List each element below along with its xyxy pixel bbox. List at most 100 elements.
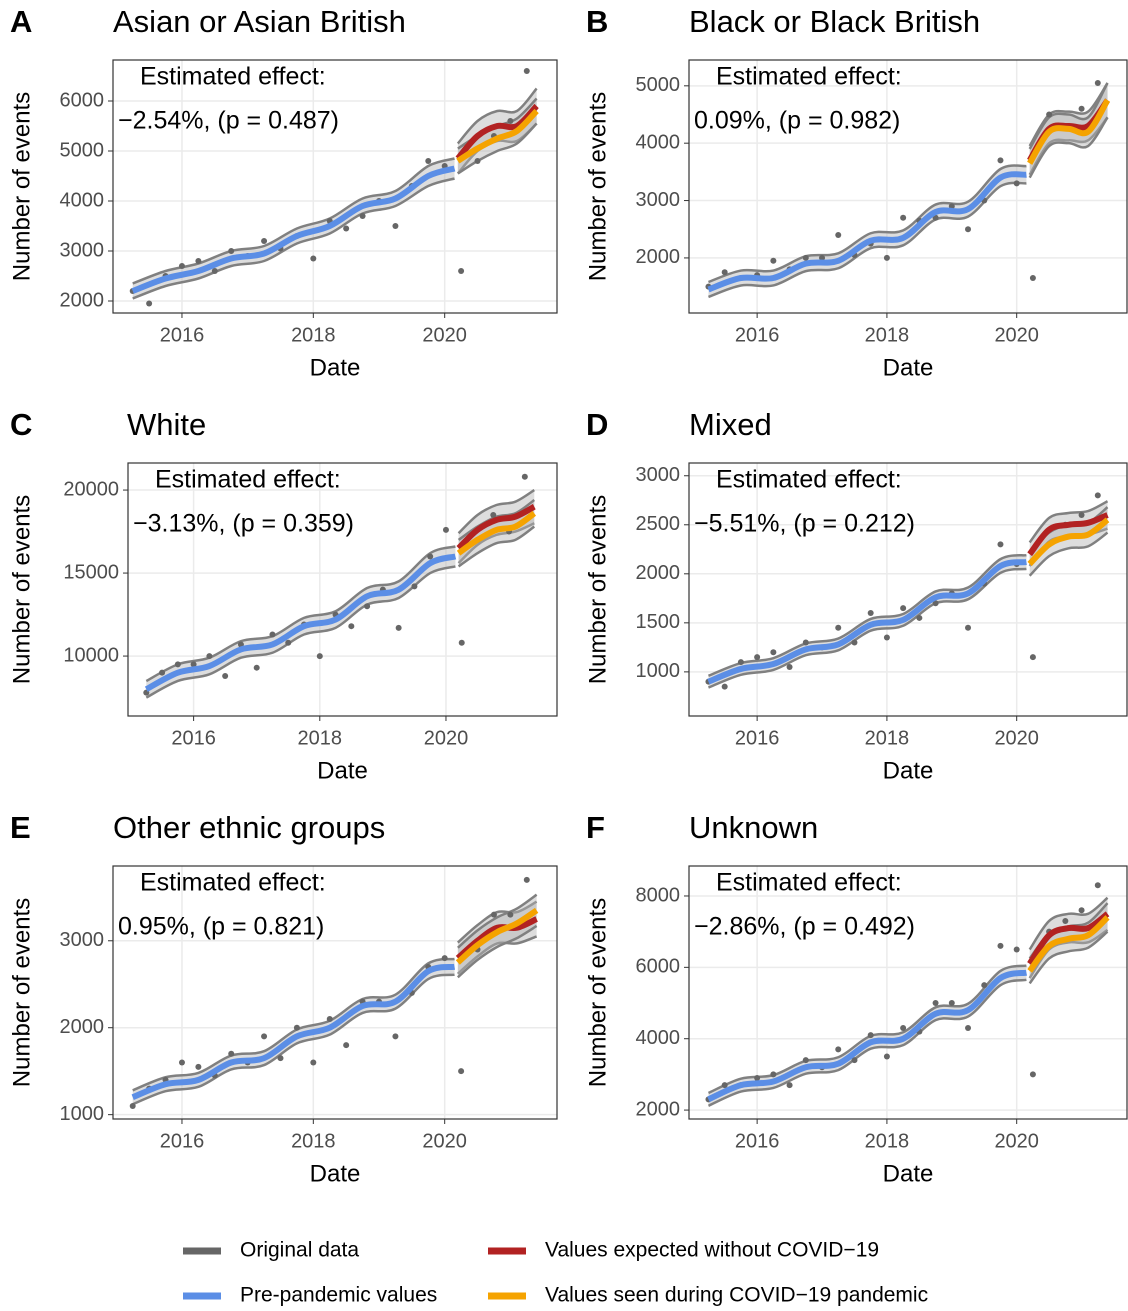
data-point [1062, 917, 1069, 924]
y-tick-label: 2000 [636, 562, 681, 584]
band-upper-line [708, 553, 1027, 677]
x-tick-label: 2020 [422, 1130, 467, 1152]
data-point [310, 1059, 317, 1066]
annotation: −5.51%, (p = 0.212) [694, 510, 915, 538]
y-axis-title: Number of events [8, 898, 35, 1087]
plot-area [129, 876, 539, 1109]
confidence-band [457, 894, 537, 978]
data-point [1094, 492, 1101, 499]
plot-background [113, 866, 557, 1119]
annotation: Estimated effect: [716, 63, 902, 91]
band-upper-line [1028, 896, 1109, 951]
data-point [965, 1025, 972, 1032]
plot-background [128, 463, 557, 716]
annotation: 0.09%, (p = 0.982) [694, 107, 900, 135]
y-tick-label: 3000 [636, 464, 681, 486]
y-tick-label: 3000 [636, 189, 681, 211]
data-point [997, 541, 1004, 548]
y-tick-label: 10000 [63, 644, 119, 666]
data-point [1046, 111, 1053, 118]
y-tick-label: 1000 [60, 1103, 105, 1125]
data-point [523, 876, 530, 883]
x-axis-title: Date [310, 1160, 361, 1187]
y-tick-label: 15000 [63, 561, 119, 583]
x-tick-label: 2020 [994, 727, 1039, 749]
data-point [211, 268, 218, 274]
data-point [521, 473, 528, 480]
data-point [343, 1042, 350, 1049]
data-point [867, 1032, 874, 1039]
y-tick-label: 6000 [636, 956, 681, 978]
x-tick-label: 2016 [160, 1130, 205, 1152]
panel-title: Unknown [689, 810, 818, 845]
y-tick-label: 3000 [60, 239, 105, 261]
fitted-line [1027, 911, 1110, 966]
band-lower-line [457, 525, 536, 568]
panel-title: Asian or Asian British [113, 4, 406, 39]
y-tick-label: 2000 [60, 289, 105, 311]
data-point [1013, 946, 1020, 953]
plot-border [127, 462, 558, 717]
data-point [900, 214, 907, 221]
data-point [932, 1000, 939, 1007]
plot-border [112, 59, 558, 314]
legend-label: Original data [240, 1239, 359, 1262]
y-axis-title: Number of events [584, 898, 611, 1087]
data-point [364, 603, 371, 610]
data-point [802, 1057, 809, 1064]
band-upper-line [1028, 500, 1109, 544]
y-tick-label: 6000 [60, 89, 105, 111]
data-point [348, 623, 355, 630]
plot-border [688, 462, 1128, 717]
y-axis-title: Number of events [8, 495, 35, 684]
data-point [883, 254, 890, 261]
data-point [932, 600, 939, 607]
x-axis-title: Date [310, 354, 361, 381]
data-point [253, 664, 260, 671]
data-point [523, 68, 530, 74]
x-tick-label: 2018 [291, 324, 336, 346]
legend-label: Pre-pandemic values [240, 1284, 437, 1307]
confidence-band [708, 965, 1027, 1106]
data-point [474, 158, 481, 164]
legend-label: Values seen during COVID−19 pandemic [545, 1284, 928, 1307]
data-point [206, 653, 213, 660]
band-lower-line [456, 924, 538, 979]
panel-title: Mixed [689, 407, 772, 442]
y-tick-label: 4000 [636, 131, 681, 153]
band-lower-line [456, 935, 538, 975]
data-point [269, 631, 276, 638]
data-point [411, 583, 418, 590]
data-point [867, 610, 874, 617]
y-tick-label: 2000 [636, 246, 681, 268]
data-point [195, 258, 202, 264]
panel-title: White [127, 407, 206, 442]
data-point [1078, 105, 1085, 112]
fitted-line [707, 969, 1028, 1103]
panel-letter: E [10, 810, 31, 845]
band-upper-line [1028, 82, 1109, 147]
band-upper-line [708, 164, 1027, 284]
x-tick-label: 2020 [424, 727, 469, 749]
fitted-line [144, 553, 457, 692]
panel-title: Black or Black British [689, 4, 980, 39]
x-axis-title: Date [883, 757, 934, 784]
data-point [965, 624, 972, 631]
data-point [442, 526, 449, 533]
x-axis-title: Date [883, 1160, 934, 1187]
data-point [458, 268, 465, 274]
plot-background [689, 463, 1127, 716]
band-lower-line [1028, 116, 1109, 179]
data-point [316, 653, 323, 660]
data-point [1078, 907, 1085, 914]
data-point [228, 1050, 235, 1057]
data-point [770, 1071, 777, 1078]
data-point [146, 300, 153, 307]
data-point [997, 942, 1004, 949]
data-point [507, 118, 514, 124]
data-point [770, 649, 777, 656]
data-point [490, 511, 497, 518]
fitted-line [455, 907, 539, 965]
data-point [802, 639, 809, 646]
legend-label: Values expected without COVID−19 [545, 1239, 879, 1262]
